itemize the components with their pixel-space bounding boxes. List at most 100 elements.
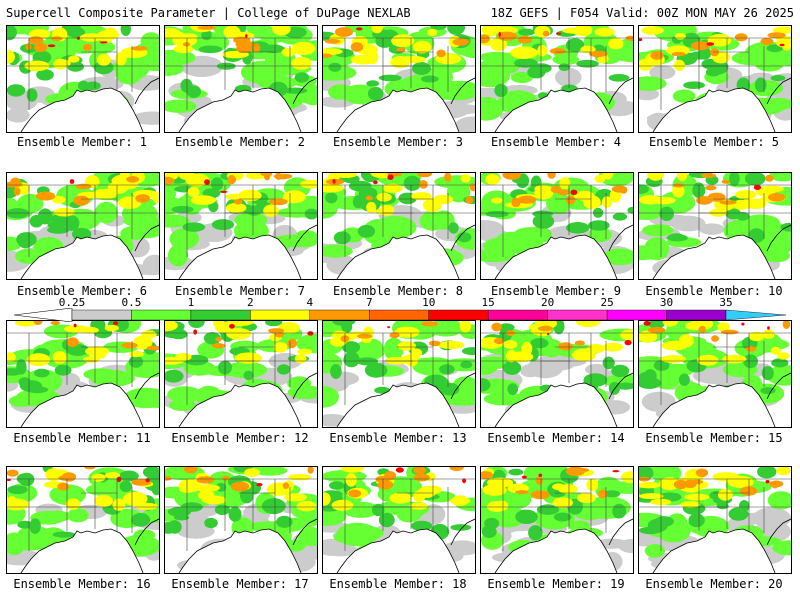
scp-contour-area [420, 485, 443, 495]
coastline [494, 234, 618, 279]
scp-contour-area [374, 386, 391, 394]
scp-contour-area [323, 64, 357, 81]
scp-contour-area [178, 479, 202, 493]
scp-contour-area [165, 49, 196, 66]
scp-contour-area [760, 185, 784, 193]
scp-contour-area [53, 58, 69, 70]
scp-contour-area [7, 532, 26, 556]
scp-contour-area [643, 321, 651, 326]
scp-contour-area [727, 533, 759, 554]
colorbar-left-arrow [14, 308, 73, 322]
scp-contour-area [713, 553, 745, 564]
scp-contour-area [357, 340, 381, 352]
scp-contour-area [187, 186, 200, 198]
color-scale-bar [14, 308, 786, 322]
scp-contour-area [748, 331, 765, 342]
ensemble-member-label: Ensemble Member: 20 [645, 577, 783, 591]
scp-contour-area [299, 179, 317, 189]
ensemble-member-label: Ensemble Member: 1 [16, 135, 148, 149]
scp-contour-area [245, 34, 248, 38]
scp-contour-area [331, 499, 354, 511]
scp-contour-area [706, 42, 715, 46]
scp-contour-area [507, 383, 518, 395]
scp-contour-area [611, 45, 633, 63]
member-map [481, 467, 633, 573]
scp-contour-area [182, 42, 191, 47]
scp-contour-area [119, 480, 133, 493]
colorbar-segment [369, 309, 429, 321]
scp-contour-area [126, 176, 139, 183]
scp-contour-area [647, 326, 666, 334]
scp-contour-area [214, 409, 252, 420]
scp-contour-area [757, 467, 777, 479]
scp-contour-area [278, 553, 306, 565]
member-map [323, 26, 475, 132]
scp-contour-area [762, 248, 791, 263]
ensemble-member-label: Ensemble Member: 10 [645, 284, 783, 298]
scp-contour-area [767, 491, 791, 510]
scp-contour-area [298, 527, 317, 547]
scp-contour-area [680, 501, 701, 508]
scp-contour-area [260, 173, 273, 177]
member-map [481, 173, 633, 279]
coastline [494, 382, 618, 427]
scp-contour-area [639, 200, 659, 220]
scp-contour-area [419, 180, 428, 189]
scp-contour-area [404, 251, 430, 264]
scp-contour-area [558, 63, 570, 71]
scp-contour-area [268, 328, 285, 334]
scp-contour-area [291, 56, 312, 70]
scp-contour-area [167, 506, 192, 517]
scp-contour-area [673, 479, 688, 490]
scp-contour-area [437, 340, 465, 350]
colorbar-segment [250, 309, 311, 321]
scp-contour-area [701, 246, 741, 262]
ensemble-member-label: Ensemble Member: 2 [174, 135, 306, 149]
scp-contour-area [333, 231, 351, 245]
scp-contour-area [776, 467, 791, 476]
colorbar-tick-label: 15 [481, 296, 495, 309]
scp-contour-area [85, 483, 121, 496]
scp-contour-area [328, 62, 342, 72]
scp-contour-area [652, 258, 696, 278]
scp-contour-area [8, 395, 34, 408]
scp-contour-area [100, 93, 130, 113]
scp-contour-area [405, 241, 430, 263]
ensemble-member-label: Ensemble Member: 3 [332, 135, 464, 149]
scp-contour-area [403, 175, 422, 191]
scp-contour-area [131, 111, 159, 125]
scp-contour-area [132, 335, 152, 350]
coastline [494, 528, 618, 573]
scp-contour-area [383, 337, 404, 361]
scp-contour-area [294, 72, 310, 83]
member-map [165, 467, 317, 573]
member-map [165, 173, 317, 279]
scp-contour-area [296, 501, 317, 512]
scp-contour-area [84, 467, 96, 470]
scp-contour-area [771, 358, 789, 368]
scp-contour-area [75, 183, 92, 190]
scp-contour-area [517, 195, 537, 204]
scp-contour-area [551, 250, 593, 263]
member-map-panel [480, 466, 634, 574]
coastline [450, 372, 475, 400]
scp-contour-area [689, 479, 704, 485]
scp-contour-area [510, 72, 533, 83]
scp-contour-area [214, 321, 235, 333]
scp-contour-area [288, 474, 312, 481]
scp-contour-area [450, 524, 472, 531]
scp-contour-area [323, 385, 339, 408]
scp-contour-area [727, 107, 751, 124]
scp-contour-area [273, 173, 293, 180]
ensemble-member-label: Ensemble Member: 5 [648, 135, 780, 149]
scp-contour-area [26, 353, 51, 367]
colorbar-tick-label: 10 [422, 296, 436, 309]
scp-contour-area [449, 467, 464, 472]
coastline [766, 224, 791, 252]
scp-contour-area [608, 74, 630, 82]
scp-contour-area [728, 507, 749, 521]
scp-contour-area [104, 472, 121, 479]
scp-contour-area [93, 352, 106, 359]
scp-contour-area [770, 75, 786, 82]
scp-contour-area [79, 33, 103, 42]
